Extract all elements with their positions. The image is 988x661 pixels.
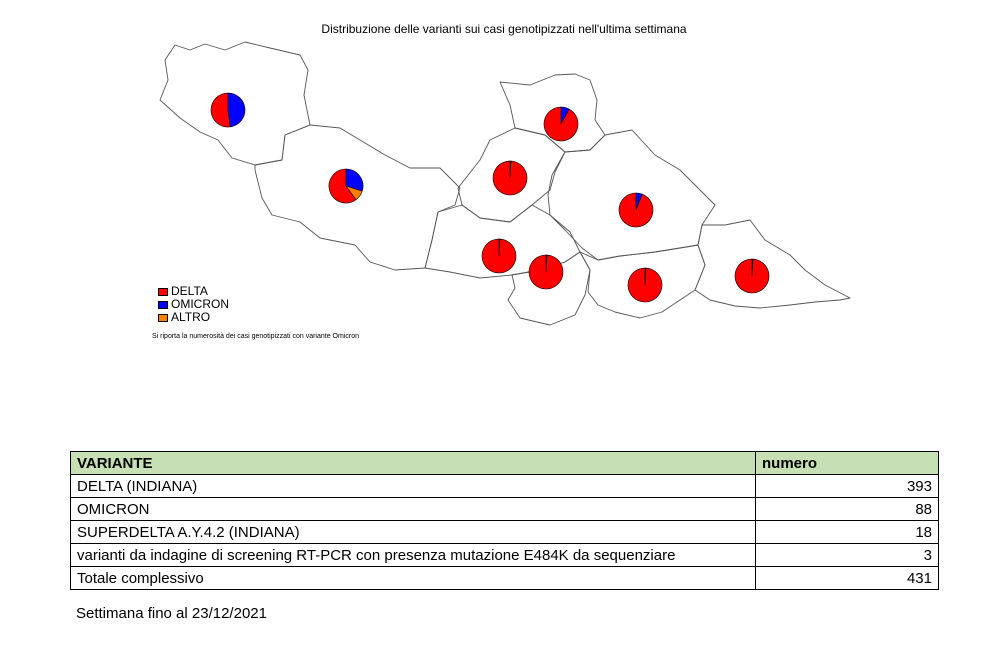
map-title: Distribuzione delle varianti sui casi ge… [321, 22, 687, 36]
legend-item-omicron: OMICRON [158, 298, 229, 311]
legend-item-delta: DELTA [158, 285, 229, 298]
table-row: SUPERDELTA A.Y.4.2 (INDIANA) 18 [70, 520, 939, 544]
pie-slice-delta [210, 92, 231, 128]
pie-district-7 [528, 254, 564, 290]
variants-table: VARIANTE numero DELTA (INDIANA) 393 OMIC… [70, 451, 939, 590]
row-variant: SUPERDELTA A.Y.4.2 (INDIANA) [70, 520, 756, 544]
row-variant: DELTA (INDIANA) [70, 474, 756, 498]
pie-district-4 [492, 160, 528, 196]
map-note: Si riporta la numerosità dei casi genoti… [152, 333, 359, 340]
pie-district-6 [481, 238, 517, 274]
pie-district-2 [328, 168, 364, 204]
legend-swatch-altro [158, 313, 168, 322]
region-map [159, 41, 851, 326]
row-variant-total: Totale complessivo [70, 566, 756, 590]
legend-label-altro: ALTRO [171, 310, 211, 324]
pie-district-8 [627, 267, 663, 303]
pie-slice-delta [627, 267, 663, 303]
row-count: 3 [755, 543, 939, 567]
legend-swatch-delta [158, 287, 168, 296]
pie-slice-delta [492, 160, 528, 196]
district-outline-9 [694, 219, 851, 309]
pie-slice-delta [618, 192, 654, 228]
row-count: 393 [755, 474, 939, 498]
table-row: OMICRON 88 [70, 497, 939, 521]
row-count: 18 [755, 520, 939, 544]
pie-district-3 [543, 106, 579, 142]
pie-slice-delta [528, 254, 564, 290]
row-count-total: 431 [755, 566, 939, 590]
pie-slice-omicron [227, 92, 246, 128]
pie-slice-delta [543, 106, 579, 142]
table-row-total: Totale complessivo 431 [70, 566, 939, 590]
pie-district-5 [618, 192, 654, 228]
pie-district-1 [210, 92, 246, 128]
pie-slice-delta [481, 238, 517, 274]
row-variant: varianti da indagine di screening RT-PCR… [70, 543, 756, 567]
row-variant: OMICRON [70, 497, 756, 521]
pie-slice-delta [328, 168, 357, 204]
pie-slice-omicron [345, 168, 364, 192]
pie-slice-delta [734, 258, 770, 294]
legend-swatch-omicron [158, 300, 168, 309]
legend-label-delta: DELTA [171, 284, 208, 298]
legend-label-omicron: OMICRON [171, 297, 229, 311]
table-row: varianti da indagine di screening RT-PCR… [70, 543, 939, 567]
table-row: DELTA (INDIANA) 393 [70, 474, 939, 498]
header-count: numero [755, 451, 939, 475]
row-count: 88 [755, 497, 939, 521]
table-footnote: Settimana fino al 23/12/2021 [76, 605, 267, 622]
district-outline-4 [499, 73, 606, 153]
table-header-row: VARIANTE numero [70, 451, 939, 475]
legend-item-altro: ALTRO [158, 311, 229, 324]
header-variant: VARIANTE [70, 451, 756, 475]
district-outline-8 [579, 244, 706, 319]
pie-district-9 [734, 258, 770, 294]
map-legend: DELTA OMICRON ALTRO [158, 285, 229, 324]
